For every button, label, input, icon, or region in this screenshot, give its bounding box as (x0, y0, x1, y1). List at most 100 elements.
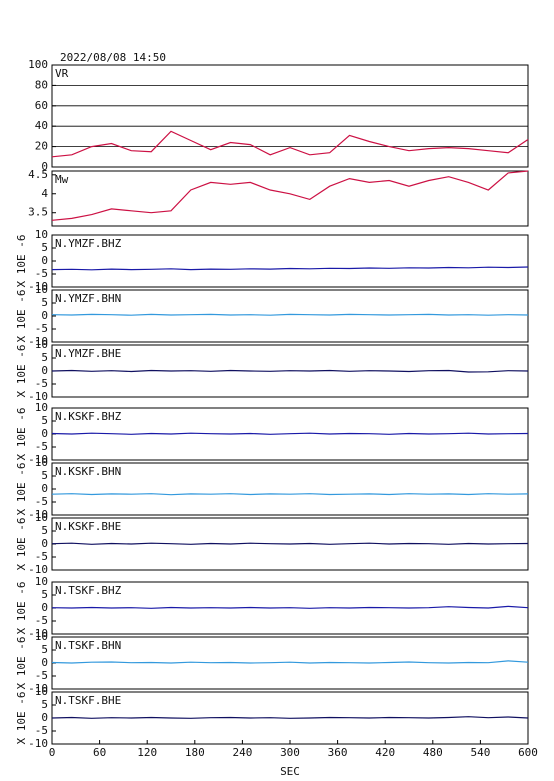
y-tick-label: 80 (35, 78, 48, 91)
y-tick-label: 5 (41, 241, 48, 254)
y-axis-label: X 10E -6 (15, 345, 28, 398)
y-tick-label: 0 (41, 537, 48, 550)
series-line (51, 313, 529, 316)
y-tick-label: 5 (41, 698, 48, 711)
x-tick-label: 0 (49, 746, 56, 759)
x-axis-label: SEC (280, 765, 300, 778)
y-tick-label: 5 (41, 414, 48, 427)
panel-label: N.KSKF.BHN (55, 465, 121, 478)
y-tick-label: -5 (35, 495, 48, 508)
y-tick-label: 0 (41, 427, 48, 440)
y-tick-label: 10 (35, 401, 48, 414)
y-tick-label: -5 (35, 550, 48, 563)
y-tick-label: -10 (28, 335, 48, 348)
panel-frame (51, 234, 529, 288)
y-axis-label: X 10E -6 (15, 692, 28, 745)
panel-label: N.KSKF.BHE (55, 520, 121, 533)
panel-label: N.YMZF.BHZ (55, 237, 122, 250)
y-tick-label: 40 (35, 119, 48, 132)
y-tick-label: 0 (41, 601, 48, 614)
y-tick-label: -10 (28, 508, 48, 521)
x-tick-label: 480 (423, 746, 443, 759)
series-line (51, 170, 529, 221)
panel-label: N.TSKF.BHZ (55, 584, 122, 597)
panel-label: N.YMZF.BHE (55, 347, 121, 360)
y-axis-label: X 10E -6 (15, 582, 28, 635)
panel-label: VR (55, 67, 69, 80)
y-tick-label: -5 (35, 322, 48, 335)
chart-title: 2022/08/08 14:50 (60, 51, 166, 64)
series-line (51, 130, 529, 158)
series-line (51, 716, 529, 719)
y-tick-label: -5 (35, 724, 48, 737)
y-tick-label: 10 (35, 228, 48, 241)
x-tick-label: 540 (470, 746, 490, 759)
y-tick-label: 0 (41, 656, 48, 669)
y-tick-label: 60 (35, 99, 48, 112)
y-axis-label: X 10E -6 (15, 463, 28, 516)
series-line (51, 369, 529, 373)
panel-frame (51, 64, 529, 168)
y-tick-label: 5 (41, 588, 48, 601)
panel-label: N.KSKF.BHZ (55, 410, 122, 423)
y-tick-label: -10 (28, 453, 48, 466)
y-tick-label: -5 (35, 377, 48, 390)
y-tick-label: 10 (35, 575, 48, 588)
y-tick-label: -10 (28, 737, 48, 750)
y-axis-label: X 10E -6 (15, 235, 28, 288)
panel-label: N.TSKF.BHE (55, 694, 121, 707)
y-axis-label: X 10E -6 (15, 518, 28, 571)
panel-label: N.YMZF.BHN (55, 292, 121, 305)
y-tick-label: 5 (41, 296, 48, 309)
y-axis-label: X 10E -6 (15, 408, 28, 461)
y-tick-label: -5 (35, 669, 48, 682)
y-tick-label: -10 (28, 390, 48, 403)
panel-label: N.TSKF.BHN (55, 639, 121, 652)
panel-frame (51, 170, 529, 227)
x-tick-label: 240 (232, 746, 252, 759)
y-tick-label: 5 (41, 643, 48, 656)
y-tick-label: 4.5 (28, 168, 48, 181)
y-tick-label: -5 (35, 614, 48, 627)
y-tick-label: 3.5 (28, 206, 48, 219)
y-tick-label: 100 (28, 58, 48, 71)
series-line (51, 605, 529, 609)
y-tick-label: 10 (35, 630, 48, 643)
y-tick-label: 0 (41, 482, 48, 495)
y-tick-label: 5 (41, 469, 48, 482)
y-tick-label: 20 (35, 140, 48, 153)
y-tick-label: 5 (41, 351, 48, 364)
series-line (51, 542, 529, 545)
y-axis-label: X 10E -6 (15, 290, 28, 343)
y-tick-label: 10 (35, 338, 48, 351)
panel-frame (51, 289, 529, 343)
x-tick-label: 60 (93, 746, 106, 759)
y-tick-label: 10 (35, 456, 48, 469)
x-tick-label: 300 (280, 746, 300, 759)
y-tick-label: -5 (35, 267, 48, 280)
y-tick-label: 10 (35, 283, 48, 296)
panel-frame (51, 462, 529, 516)
y-tick-label: 0 (41, 364, 48, 377)
series-line (51, 660, 529, 664)
series-line (51, 493, 529, 496)
y-tick-label: 5 (41, 524, 48, 537)
x-tick-label: 120 (137, 746, 157, 759)
panel-label: Mw (55, 173, 69, 186)
y-tick-label: -5 (35, 440, 48, 453)
y-tick-label: 0 (41, 711, 48, 724)
x-tick-label: 360 (328, 746, 348, 759)
y-tick-label: 0 (41, 160, 48, 173)
y-tick-label: -10 (28, 563, 48, 576)
y-tick-label: -10 (28, 280, 48, 293)
y-axis-label: X 10E -6 (15, 637, 28, 690)
y-tick-label: 10 (35, 511, 48, 524)
y-tick-label: 10 (35, 685, 48, 698)
y-tick-label: -10 (28, 682, 48, 695)
series-line (51, 432, 529, 435)
x-tick-label: 600 (518, 746, 538, 759)
x-tick-label: 420 (375, 746, 395, 759)
series-line (51, 266, 529, 271)
y-tick-label: 0 (41, 309, 48, 322)
